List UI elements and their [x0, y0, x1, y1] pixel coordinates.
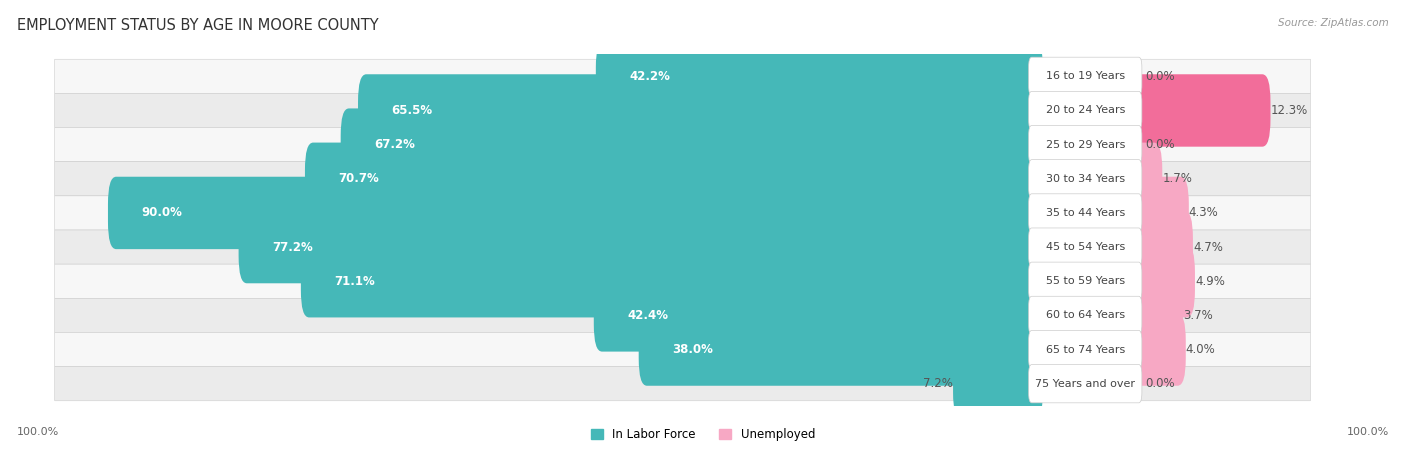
Text: 42.2%: 42.2% — [630, 70, 671, 83]
Text: 0.0%: 0.0% — [1144, 70, 1174, 83]
FancyBboxPatch shape — [305, 143, 1043, 215]
FancyBboxPatch shape — [340, 108, 1043, 181]
FancyBboxPatch shape — [1129, 177, 1189, 249]
Text: 20 to 24 Years: 20 to 24 Years — [1046, 106, 1125, 115]
FancyBboxPatch shape — [55, 298, 1310, 332]
Text: 100.0%: 100.0% — [1347, 428, 1389, 437]
FancyBboxPatch shape — [55, 196, 1310, 230]
Text: 90.0%: 90.0% — [142, 207, 183, 220]
Text: 38.0%: 38.0% — [672, 343, 713, 356]
FancyBboxPatch shape — [596, 40, 1043, 112]
Text: 4.7%: 4.7% — [1192, 240, 1223, 253]
Text: 75 Years and over: 75 Years and over — [1035, 379, 1135, 389]
FancyBboxPatch shape — [1029, 262, 1142, 300]
Text: 3.7%: 3.7% — [1182, 309, 1212, 322]
Text: 100.0%: 100.0% — [17, 428, 59, 437]
Text: 25 to 29 Years: 25 to 29 Years — [1046, 140, 1125, 150]
FancyBboxPatch shape — [55, 367, 1310, 401]
FancyBboxPatch shape — [1129, 279, 1182, 352]
FancyBboxPatch shape — [359, 74, 1043, 147]
Text: 55 to 59 Years: 55 to 59 Years — [1046, 276, 1125, 286]
Text: 1.7%: 1.7% — [1163, 172, 1192, 185]
Text: 30 to 34 Years: 30 to 34 Years — [1046, 174, 1125, 184]
FancyBboxPatch shape — [1129, 143, 1163, 215]
Text: 4.9%: 4.9% — [1195, 275, 1225, 288]
FancyBboxPatch shape — [108, 177, 1043, 249]
Legend: In Labor Force, Unemployed: In Labor Force, Unemployed — [586, 423, 820, 446]
FancyBboxPatch shape — [1129, 74, 1271, 147]
Text: 70.7%: 70.7% — [339, 172, 380, 185]
FancyBboxPatch shape — [55, 93, 1310, 128]
FancyBboxPatch shape — [1029, 228, 1142, 266]
FancyBboxPatch shape — [1129, 245, 1195, 318]
Text: 12.3%: 12.3% — [1271, 104, 1308, 117]
FancyBboxPatch shape — [55, 59, 1310, 93]
FancyBboxPatch shape — [55, 162, 1310, 196]
FancyBboxPatch shape — [1029, 194, 1142, 232]
FancyBboxPatch shape — [953, 348, 1043, 420]
FancyBboxPatch shape — [55, 332, 1310, 367]
Text: 16 to 19 Years: 16 to 19 Years — [1046, 71, 1125, 81]
Text: 35 to 44 Years: 35 to 44 Years — [1046, 208, 1125, 218]
FancyBboxPatch shape — [1029, 160, 1142, 198]
Text: 7.2%: 7.2% — [924, 377, 953, 390]
FancyBboxPatch shape — [239, 211, 1043, 283]
FancyBboxPatch shape — [1029, 296, 1142, 335]
Text: EMPLOYMENT STATUS BY AGE IN MOORE COUNTY: EMPLOYMENT STATUS BY AGE IN MOORE COUNTY — [17, 18, 378, 33]
FancyBboxPatch shape — [55, 264, 1310, 298]
FancyBboxPatch shape — [1129, 211, 1192, 283]
FancyBboxPatch shape — [1029, 57, 1142, 96]
FancyBboxPatch shape — [1129, 313, 1185, 386]
Text: 65.5%: 65.5% — [392, 104, 433, 117]
Text: 0.0%: 0.0% — [1144, 138, 1174, 151]
Text: 45 to 54 Years: 45 to 54 Years — [1046, 242, 1125, 252]
Text: 0.0%: 0.0% — [1144, 377, 1174, 390]
Text: 65 to 74 Years: 65 to 74 Years — [1046, 345, 1125, 354]
Text: 77.2%: 77.2% — [273, 240, 314, 253]
Text: 60 to 64 Years: 60 to 64 Years — [1046, 310, 1125, 320]
Text: 67.2%: 67.2% — [374, 138, 415, 151]
FancyBboxPatch shape — [55, 128, 1310, 162]
FancyBboxPatch shape — [1029, 364, 1142, 403]
FancyBboxPatch shape — [55, 230, 1310, 264]
Text: 42.4%: 42.4% — [627, 309, 668, 322]
Text: 71.1%: 71.1% — [335, 275, 375, 288]
Text: 4.0%: 4.0% — [1185, 343, 1216, 356]
FancyBboxPatch shape — [638, 313, 1043, 386]
FancyBboxPatch shape — [1029, 92, 1142, 129]
FancyBboxPatch shape — [1029, 331, 1142, 368]
FancyBboxPatch shape — [1029, 125, 1142, 164]
FancyBboxPatch shape — [593, 279, 1043, 352]
Text: 4.3%: 4.3% — [1189, 207, 1219, 220]
FancyBboxPatch shape — [301, 245, 1043, 318]
Text: Source: ZipAtlas.com: Source: ZipAtlas.com — [1278, 18, 1389, 28]
